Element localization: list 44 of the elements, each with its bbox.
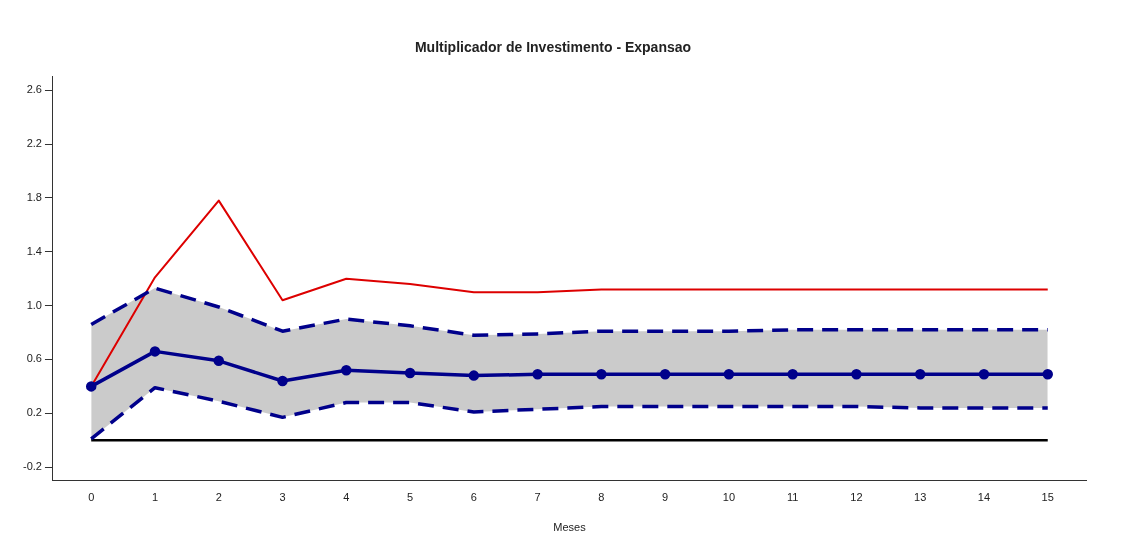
point [532, 369, 543, 380]
point [213, 355, 224, 367]
x-tick-label: 8 [598, 491, 605, 504]
point [659, 369, 671, 380]
point [341, 364, 352, 376]
chart-title: Multiplicador de Investimento - Expansao [414, 39, 692, 56]
x-tick-label: 2 [215, 491, 222, 504]
x-tick-label: 6 [470, 491, 477, 504]
point [851, 369, 862, 380]
point [404, 367, 416, 379]
x-tick-label: 3 [279, 491, 286, 504]
x-tick-label: 9 [662, 491, 669, 504]
x-tick-label: 15 [1041, 491, 1054, 504]
y-tick-label: 2.2 [26, 137, 42, 150]
point [85, 381, 97, 392]
x-tick-label: 10 [722, 491, 736, 504]
y-tick-label: 1.4 [26, 244, 42, 257]
point [149, 346, 161, 357]
x-tick-label: 4 [343, 491, 350, 504]
x-axis-title: Meses [553, 521, 587, 534]
x-tick-label: 0 [88, 491, 95, 504]
point [723, 369, 735, 380]
y-tick-label: 1.0 [26, 298, 42, 311]
point [978, 369, 990, 380]
x-tick-label: 12 [850, 491, 863, 504]
point [914, 369, 926, 380]
y-tick-label: -0.2 [22, 460, 42, 473]
y-tick-label: 0.6 [26, 352, 42, 365]
y-tick-label: 2.6 [26, 83, 42, 96]
point [1042, 369, 1053, 380]
x-tick-label: 1 [151, 491, 159, 504]
y-tick-label: 1.8 [26, 190, 42, 203]
point [596, 369, 607, 380]
x-tick-label: 13 [914, 491, 927, 504]
x-tick-label: 5 [406, 491, 414, 504]
y-tick-label: 0.2 [26, 406, 42, 419]
line-series [89, 385, 1050, 441]
x-tick-label: 7 [534, 491, 541, 504]
point [787, 369, 798, 380]
line-series [89, 286, 1050, 337]
point [277, 375, 288, 387]
point [468, 370, 480, 381]
x-tick-label: 14 [977, 491, 991, 504]
x-tick-label: 11 [786, 491, 799, 504]
